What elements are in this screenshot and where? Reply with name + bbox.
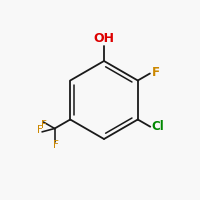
Text: Cl: Cl (152, 120, 165, 133)
Text: F: F (37, 125, 43, 135)
Text: F: F (41, 120, 47, 130)
Text: F: F (53, 140, 59, 150)
Text: OH: OH (94, 32, 114, 45)
Text: F: F (151, 66, 159, 79)
